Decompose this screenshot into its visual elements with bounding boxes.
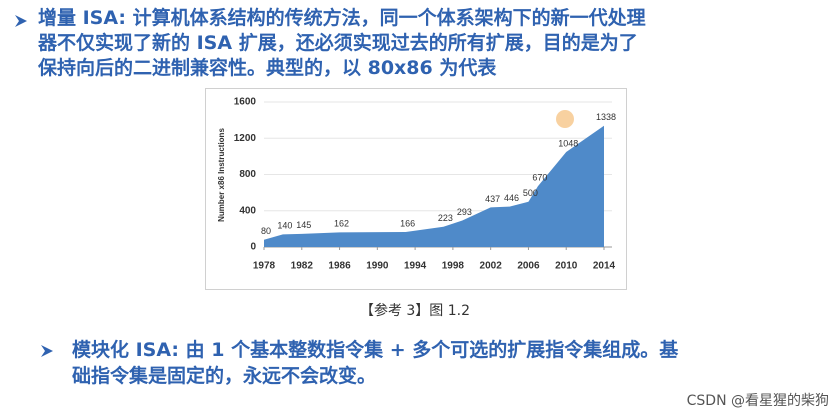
x-tick-label: 1998: [442, 261, 465, 272]
x-tick-label: 2014: [593, 261, 616, 272]
bullet-arrow: [15, 15, 27, 27]
data-label: 293: [457, 207, 472, 217]
data-label: 145: [296, 220, 311, 230]
y-tick-label: 400: [239, 205, 256, 216]
data-label: 437: [485, 194, 500, 204]
data-label: 446: [504, 193, 519, 203]
y-tick-label: 0: [250, 242, 256, 253]
x-tick-label: 1982: [291, 261, 314, 272]
watermark: CSDN @看星猩的柴狗: [686, 393, 829, 409]
data-label: 1048: [558, 138, 578, 148]
data-label: 166: [400, 218, 415, 228]
data-label: 670: [532, 173, 547, 183]
data-label: 1338: [596, 112, 616, 122]
data-label: 80: [261, 226, 271, 236]
x-tick-label: 1986: [328, 261, 351, 272]
bullet-arrow: [41, 345, 53, 357]
y-tick-label: 1200: [234, 133, 257, 144]
y-tick-label: 800: [239, 169, 256, 180]
x-tick-label: 2010: [555, 261, 578, 272]
x-tick-label: 1994: [404, 261, 427, 272]
data-label: 140: [277, 221, 292, 231]
y-axis-title: Number x86 Instructions: [217, 128, 226, 222]
x-tick-label: 1978: [253, 261, 276, 272]
data-label: 162: [334, 219, 349, 229]
x-tick-label: 2006: [517, 261, 540, 272]
caption: 【参考 3】图 1.2: [359, 303, 471, 319]
y-tick-label: 1600: [234, 97, 257, 108]
chart-frame: Number x86 Instructions 0 400 800 1200 1600 1…: [205, 88, 627, 290]
text-line: 器不仅实现了新的 ISA 扩展，还必须实现过去的所有扩展，目的是为了: [38, 32, 638, 54]
text-line: 增量 ISA: 计算机体系结构的传统方法，同一个体系架构下的新一代处理: [38, 7, 646, 29]
x-tick-label: 2002: [480, 261, 503, 272]
area: [264, 125, 604, 247]
data-label: 500: [523, 188, 538, 198]
text-line: 模块化 ISA: 由 1 个基本整数指令集 + 多个可选的扩展指令集组成。基: [72, 339, 679, 361]
highlight: [556, 110, 574, 128]
text-line: 础指令集是固定的，永远不会改变。: [72, 365, 377, 387]
text-line: 保持向后的二进制兼容性。典型的，以 80x86 为代表: [38, 57, 497, 79]
x-tick-label: 1990: [366, 261, 389, 272]
chart: Number x86 Instructions 0 400 800 1200 1600 1…: [217, 97, 616, 272]
data-label: 223: [438, 213, 453, 223]
